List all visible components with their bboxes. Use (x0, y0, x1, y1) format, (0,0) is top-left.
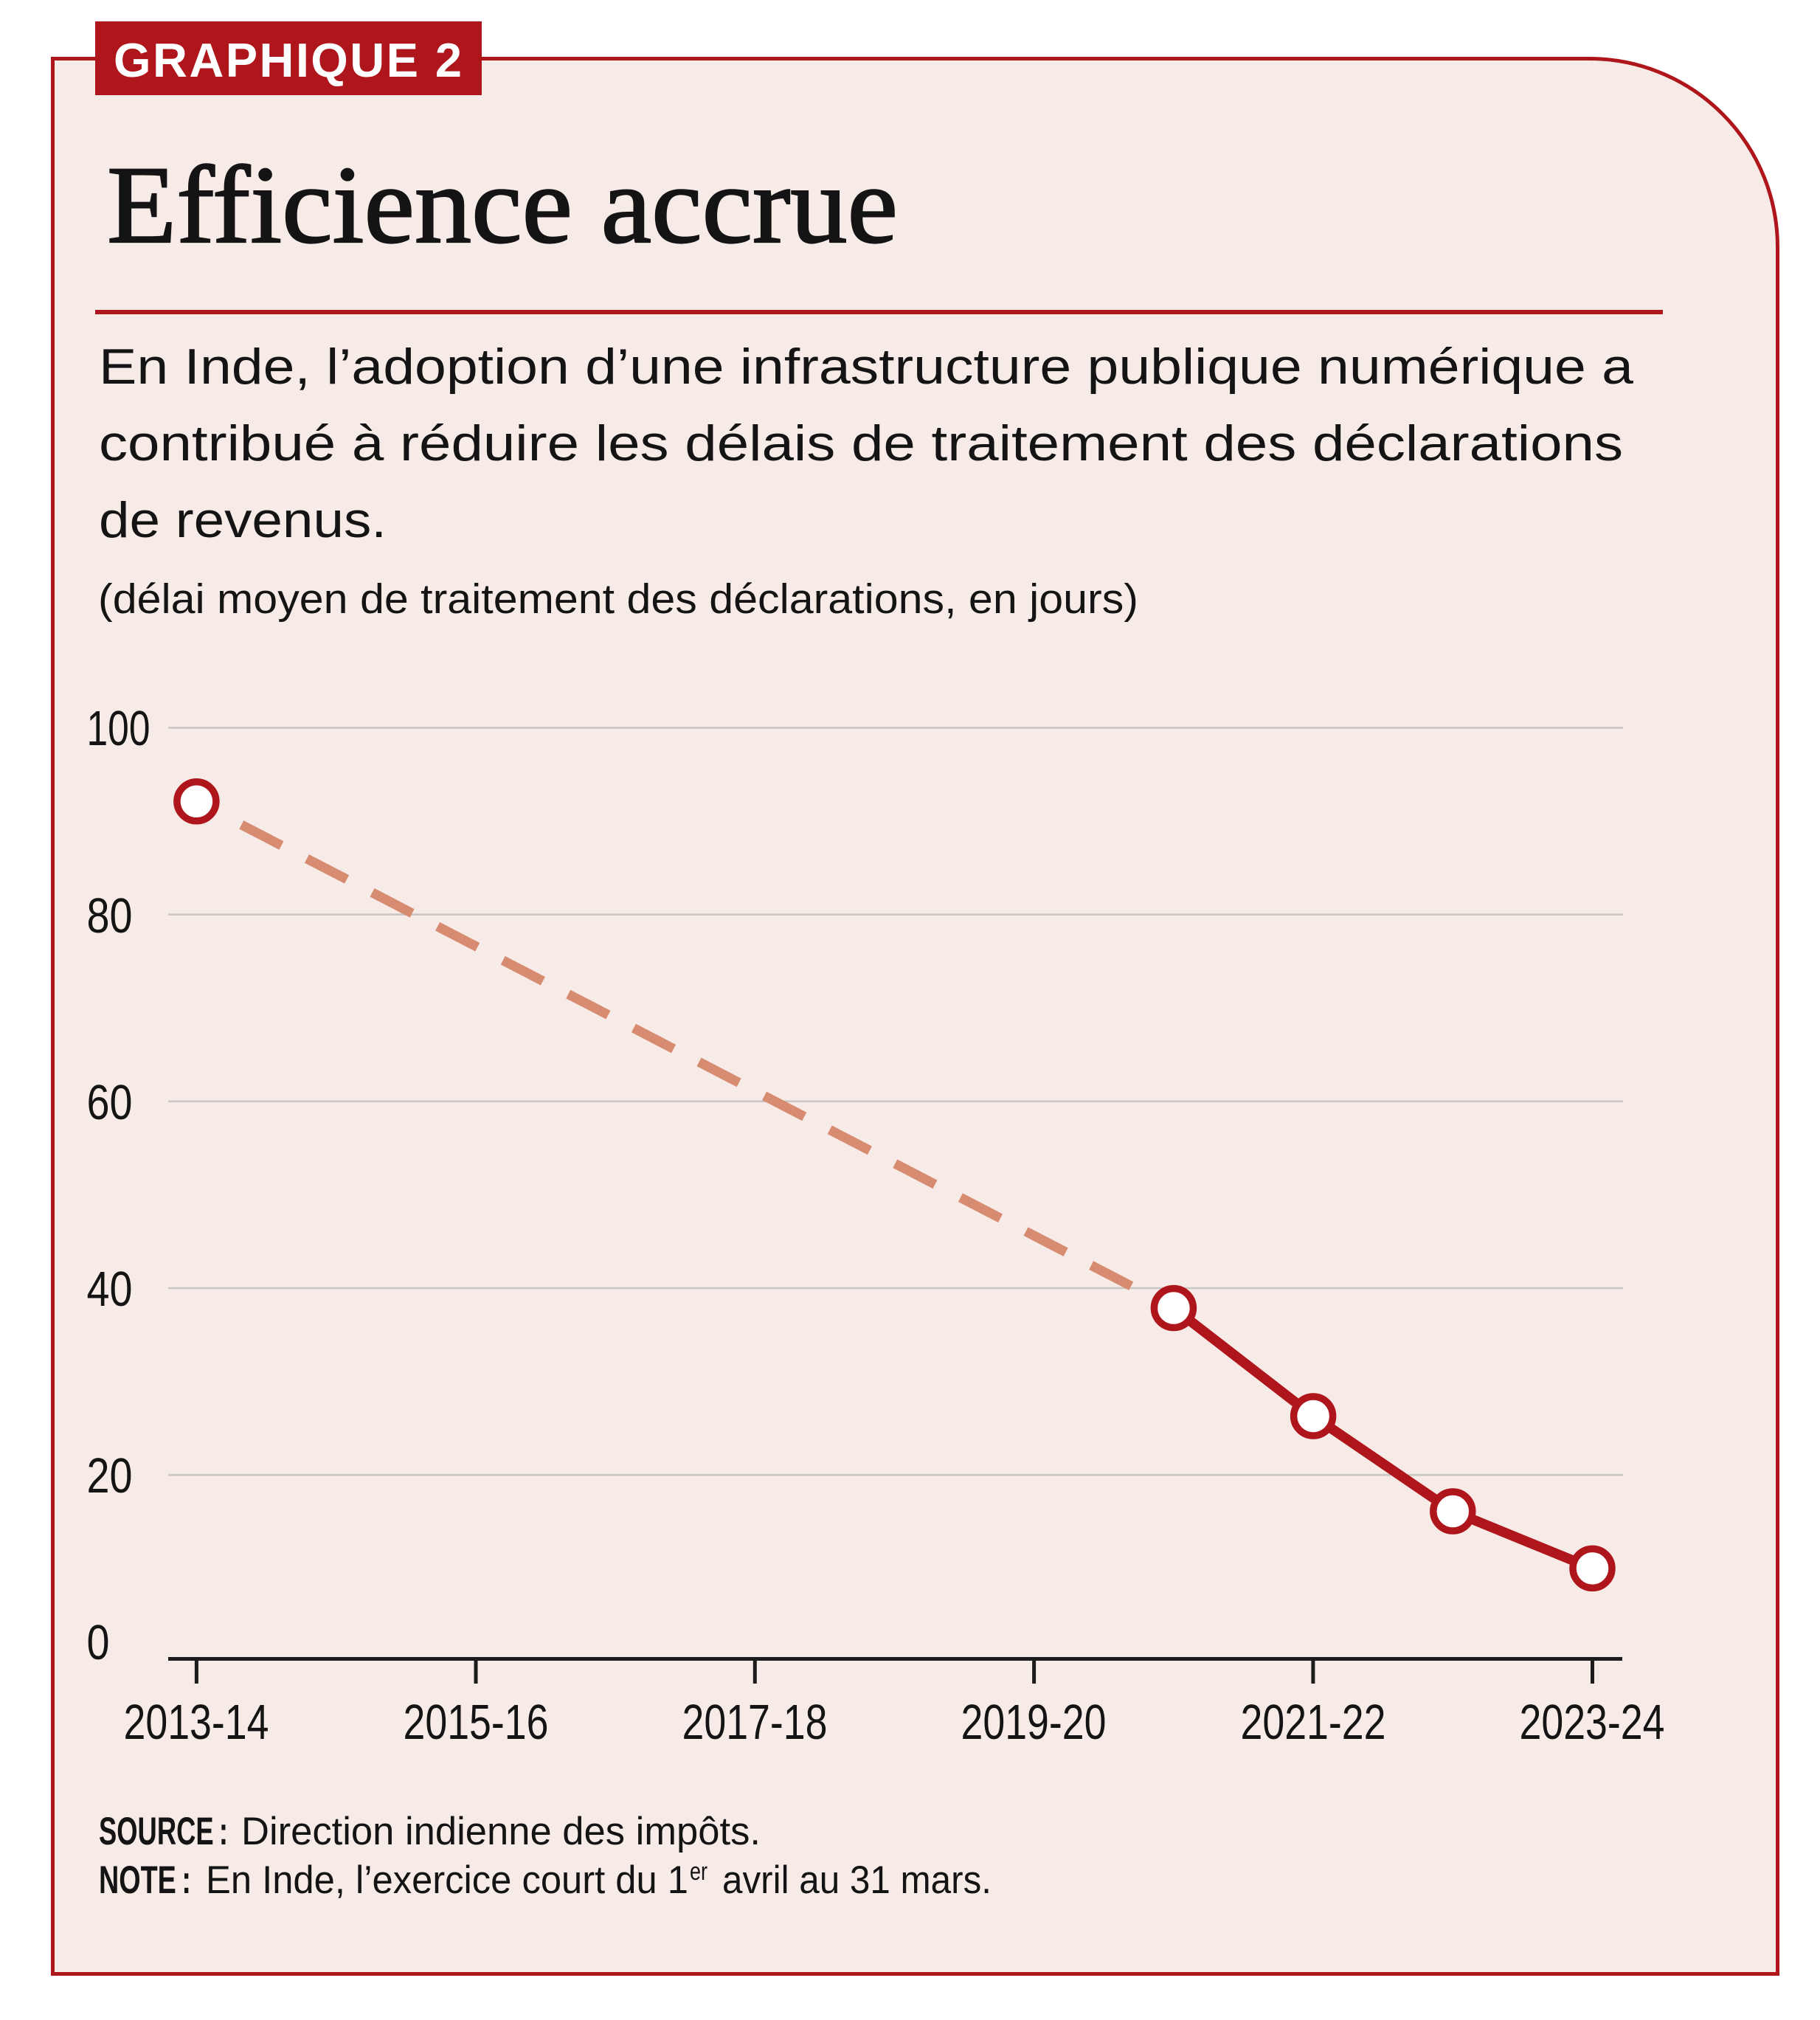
svg-text:Efficience accrue: Efficience accrue (107, 144, 898, 266)
svg-text:40: 40 (87, 1262, 133, 1317)
svg-text:2017-18: 2017-18 (682, 1695, 828, 1750)
svg-text:2015-16: 2015-16 (404, 1695, 549, 1750)
svg-text:SOURCE :: SOURCE : (99, 1810, 228, 1853)
svg-text:En Inde, l’adoption d’une infr: En Inde, l’adoption d’une infrastructure… (99, 339, 1633, 395)
svg-text:contribué à réduire les délais: contribué à réduire les délais de traite… (99, 415, 1623, 471)
svg-text:er: er (690, 1858, 707, 1886)
svg-text:2013-14: 2013-14 (124, 1695, 269, 1750)
svg-text:2021-22: 2021-22 (1241, 1695, 1386, 1750)
svg-text:2019-20: 2019-20 (961, 1695, 1107, 1750)
svg-text:80: 80 (87, 888, 133, 944)
svg-text:2023-24: 2023-24 (1520, 1695, 1665, 1750)
svg-text:de revenus.: de revenus. (99, 492, 387, 548)
svg-text:En Inde, l’exercice court du 1: En Inde, l’exercice court du 1 (206, 1858, 688, 1902)
svg-text:100: 100 (87, 701, 150, 756)
svg-text:60: 60 (87, 1075, 133, 1130)
svg-text:avril au 31 mars.: avril au 31 mars. (722, 1858, 992, 1902)
svg-text:(délai moyen de traitement des: (délai moyen de traitement des déclarati… (98, 575, 1138, 623)
svg-text:NOTE :: NOTE : (99, 1858, 191, 1902)
svg-text:Direction indienne des impôts.: Direction indienne des impôts. (241, 1810, 761, 1853)
svg-text:GRAPHIQUE 2: GRAPHIQUE 2 (114, 33, 462, 87)
svg-text:0: 0 (87, 1615, 110, 1670)
svg-text:20: 20 (87, 1448, 133, 1504)
